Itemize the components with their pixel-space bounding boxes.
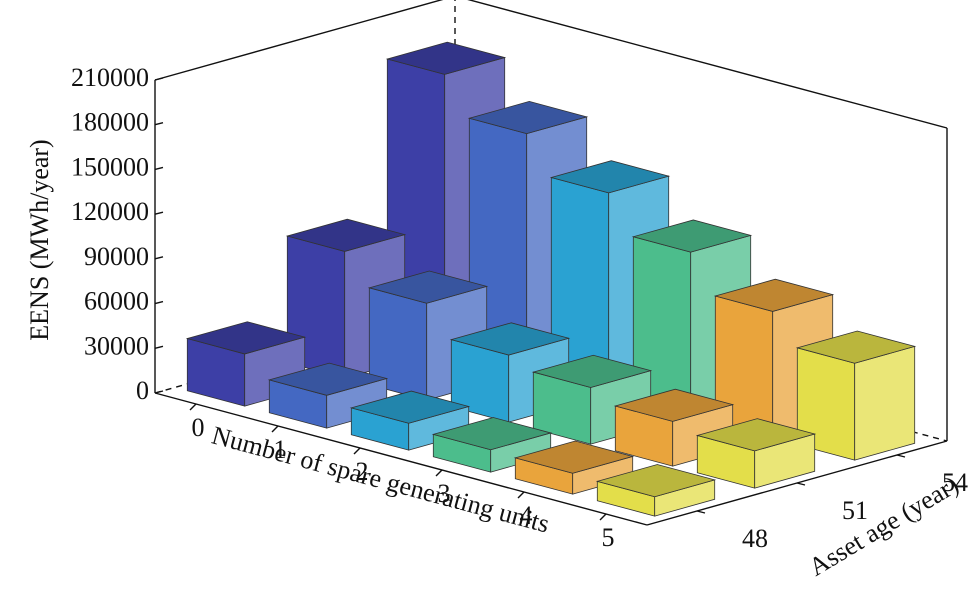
bar-top xyxy=(449,322,571,356)
bar-top xyxy=(631,219,753,253)
z-tick xyxy=(154,300,164,305)
x-tick-label: 3 xyxy=(438,479,451,508)
bar-top xyxy=(531,354,653,388)
x-tick xyxy=(599,513,607,521)
z-tick-label: 30000 xyxy=(84,331,149,360)
bar-top xyxy=(285,218,407,252)
floor-edge xyxy=(154,392,648,526)
x-tick xyxy=(517,491,525,499)
z-tick-label: 210000 xyxy=(71,63,149,92)
bar xyxy=(267,362,389,429)
bar xyxy=(513,440,635,495)
x-tick xyxy=(353,447,361,455)
bar-top xyxy=(713,278,835,312)
bar xyxy=(431,417,553,473)
bar-top xyxy=(613,388,735,422)
z-tick xyxy=(154,122,164,126)
bar-top xyxy=(467,101,589,135)
y-tick-label: 54 xyxy=(942,468,968,497)
bar-top xyxy=(431,417,553,451)
bar xyxy=(795,330,917,461)
bar-top xyxy=(513,440,635,474)
x-tick-label: 4 xyxy=(520,501,533,530)
y-tick-label: 48 xyxy=(742,524,768,553)
bar-top xyxy=(185,321,307,355)
y-tick xyxy=(896,454,906,458)
z-tick xyxy=(154,77,164,81)
y-tick xyxy=(696,510,706,514)
x-tick-label: 0 xyxy=(192,413,205,442)
z-tick-label: 0 xyxy=(136,376,149,405)
wall-edge xyxy=(467,0,948,129)
z-tick xyxy=(154,211,164,215)
x-tick xyxy=(189,403,197,411)
z-tick-label: 150000 xyxy=(71,152,149,181)
bar-top xyxy=(367,270,489,304)
bar xyxy=(695,418,817,489)
bar xyxy=(349,390,471,451)
x-tick-label: 1 xyxy=(274,435,287,464)
x-tick-label: 2 xyxy=(356,457,369,486)
z-tick xyxy=(154,166,164,171)
z-tick xyxy=(154,345,164,349)
bar-side xyxy=(854,345,916,461)
bar-top xyxy=(595,464,717,498)
wall-edge xyxy=(154,0,444,81)
bar-top xyxy=(349,390,471,424)
x-tick xyxy=(271,425,279,433)
bar-top xyxy=(549,160,671,194)
z-axis-title: EENS (MWh/year) xyxy=(25,139,54,340)
z-tick-label: 120000 xyxy=(71,197,149,226)
x-tick xyxy=(435,469,443,477)
y-axis-title: Asset age (year) xyxy=(804,470,964,582)
y-tick xyxy=(796,482,806,486)
bar xyxy=(595,464,717,517)
x-tick-label: 5 xyxy=(602,523,615,552)
bar-top xyxy=(267,362,389,396)
bar-top xyxy=(385,41,507,75)
y-tick-label: 51 xyxy=(842,496,868,525)
z-tick-label: 60000 xyxy=(84,287,149,316)
bar-top xyxy=(695,418,817,452)
z-tick xyxy=(154,256,164,260)
z-tick-label: 180000 xyxy=(71,108,149,137)
bar-top xyxy=(795,330,917,364)
z-tick-label: 90000 xyxy=(84,242,149,271)
